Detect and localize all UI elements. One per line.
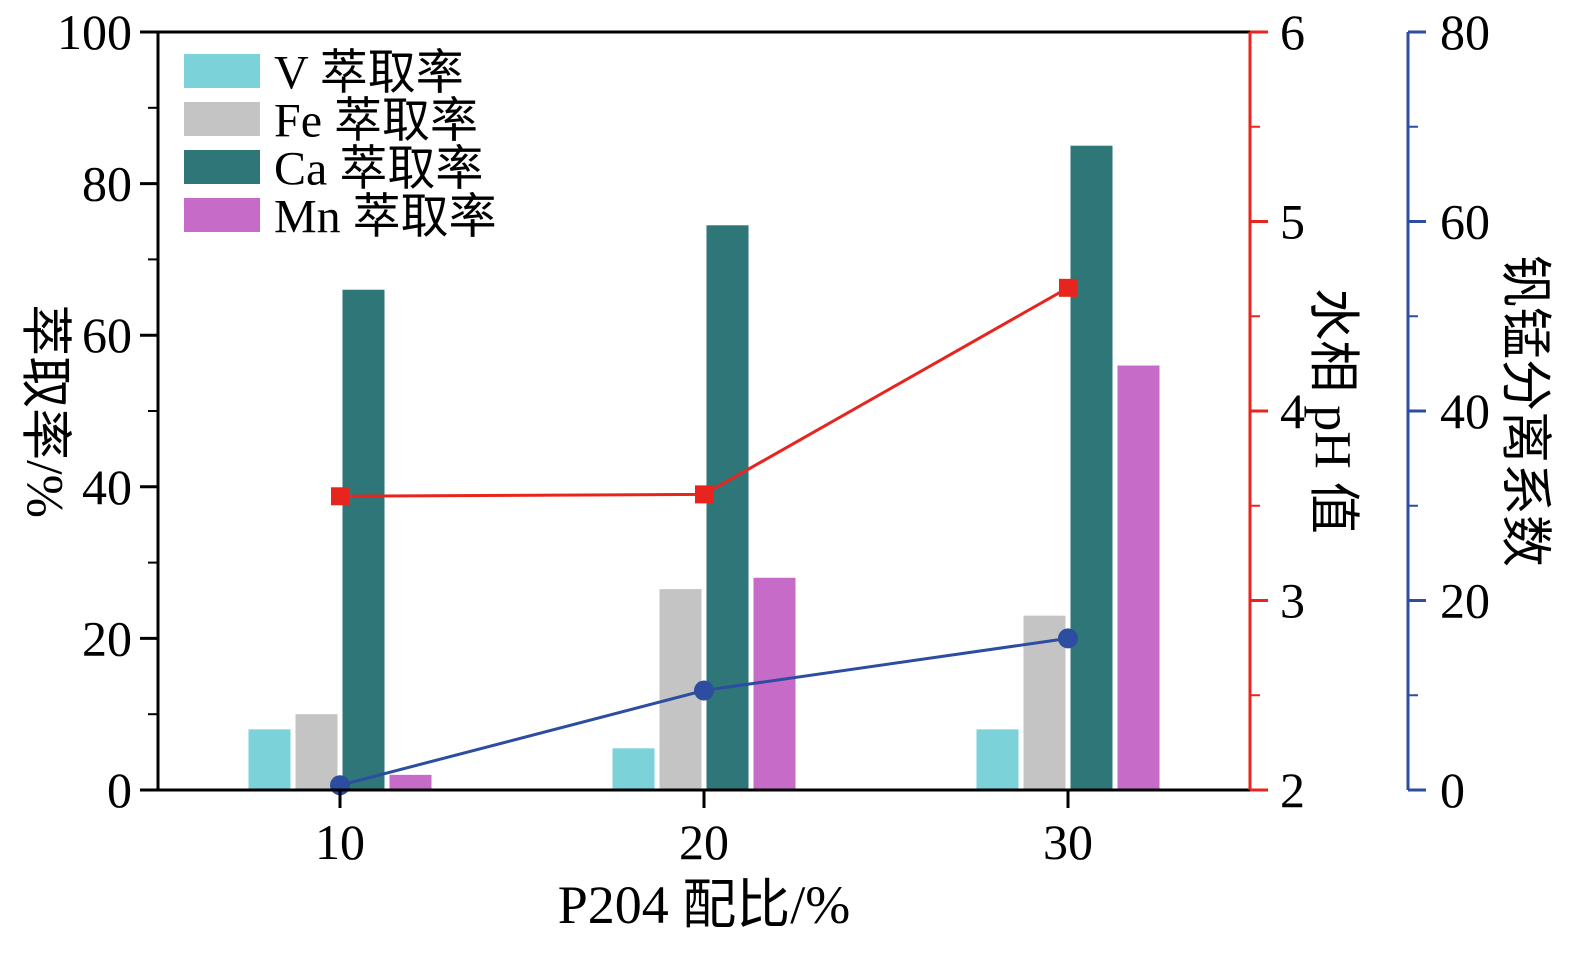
bar-0-cat1 bbox=[612, 748, 655, 790]
legend-swatch-3 bbox=[184, 198, 260, 232]
marker-square-0-0 bbox=[331, 487, 349, 506]
legend-label-0: V 萃取率 bbox=[274, 47, 464, 100]
left-tick-label: 80 bbox=[82, 156, 132, 212]
bar-2-cat1 bbox=[706, 225, 749, 791]
left-tick-label: 40 bbox=[82, 459, 132, 515]
legend-swatch-2 bbox=[184, 150, 260, 184]
legend-label-3: Mn 萃取率 bbox=[274, 191, 497, 244]
legend-swatch-0 bbox=[184, 54, 260, 88]
ph-tick-label: 3 bbox=[1280, 573, 1305, 629]
marker-square-0-1 bbox=[695, 485, 713, 504]
ph-tick-label: 4 bbox=[1280, 383, 1305, 439]
legend-label-1: Fe 萃取率 bbox=[274, 95, 478, 148]
ph-axis-title: 水相 pH 值 bbox=[1304, 288, 1361, 534]
separation-tick-label: 0 bbox=[1440, 762, 1465, 818]
left-tick-label: 100 bbox=[57, 4, 132, 60]
x-tick-label: 10 bbox=[315, 814, 365, 870]
x-tick-label: 30 bbox=[1043, 814, 1093, 870]
separation-tick-label: 60 bbox=[1440, 194, 1490, 250]
bar-0-cat2 bbox=[976, 729, 1019, 790]
bar-3-cat0 bbox=[389, 774, 432, 790]
left-axis-title: 萃取率/% bbox=[16, 304, 73, 518]
left-tick-label: 0 bbox=[107, 762, 132, 818]
separation-tick-label: 40 bbox=[1440, 383, 1490, 439]
ph-tick-label: 6 bbox=[1280, 4, 1305, 60]
marker-square-0-2 bbox=[1059, 278, 1077, 297]
marker-circle-1-1 bbox=[694, 680, 714, 701]
left-tick-label: 60 bbox=[82, 307, 132, 363]
bar-2-cat2 bbox=[1070, 145, 1113, 790]
legend-label-2: Ca 萃取率 bbox=[274, 143, 483, 196]
bar-3-cat2 bbox=[1117, 365, 1160, 790]
bar-1-cat0 bbox=[295, 714, 338, 790]
line-0 bbox=[339, 286, 1069, 498]
line-1 bbox=[339, 636, 1069, 787]
ph-tick-label: 2 bbox=[1280, 762, 1305, 818]
ph-tick-label: 5 bbox=[1280, 194, 1305, 250]
bar-0-cat0 bbox=[248, 729, 291, 790]
marker-circle-1-2 bbox=[1058, 628, 1078, 649]
left-tick-label: 20 bbox=[82, 610, 132, 666]
separation-tick-label: 80 bbox=[1440, 4, 1490, 60]
x-axis-title: P204 配比/% bbox=[558, 875, 851, 935]
bar-2-cat0 bbox=[342, 289, 385, 790]
separation-axis-title: 钒锰分离系数 bbox=[1496, 255, 1553, 567]
x-tick-label: 20 bbox=[679, 814, 729, 870]
separation-tick-label: 20 bbox=[1440, 573, 1490, 629]
legend-swatch-1 bbox=[184, 102, 260, 136]
